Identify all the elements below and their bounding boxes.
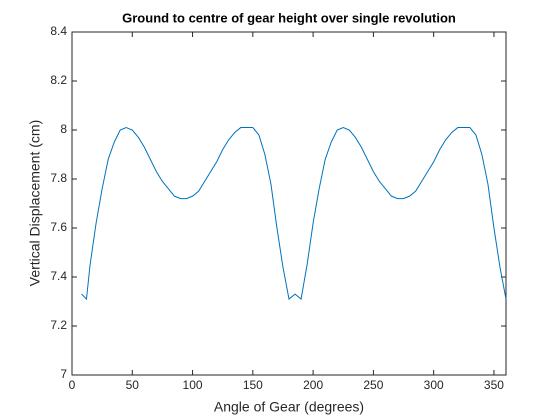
y-tick-label: 8.4 (50, 24, 67, 38)
x-axis-label: Angle of Gear (degrees) (214, 399, 364, 415)
y-tick-label: 7.8 (50, 171, 67, 185)
y-tick-label: 7.2 (50, 318, 67, 332)
y-tick-label: 8 (60, 122, 67, 136)
chart-title: Ground to centre of gear height over sin… (122, 10, 456, 25)
y-tick-label: 7.6 (50, 220, 67, 234)
x-tick-label: 350 (484, 378, 504, 392)
x-tick-label: 250 (363, 378, 383, 392)
x-tick-label: 100 (183, 378, 203, 392)
y-tick-label: 7.4 (50, 269, 67, 283)
y-axis-label: Vertical Displacement (cm) (27, 120, 43, 287)
axes-box (71, 31, 507, 376)
x-tick-label: 50 (126, 378, 140, 392)
data-line (81, 127, 507, 301)
x-tick-label: 0 (69, 378, 76, 392)
x-tick-label: 300 (424, 378, 444, 392)
y-tick-label: 8.2 (50, 73, 67, 87)
x-tick-label: 200 (303, 378, 323, 392)
y-tick-label: 7 (60, 367, 67, 381)
x-tick-label: 150 (243, 378, 263, 392)
